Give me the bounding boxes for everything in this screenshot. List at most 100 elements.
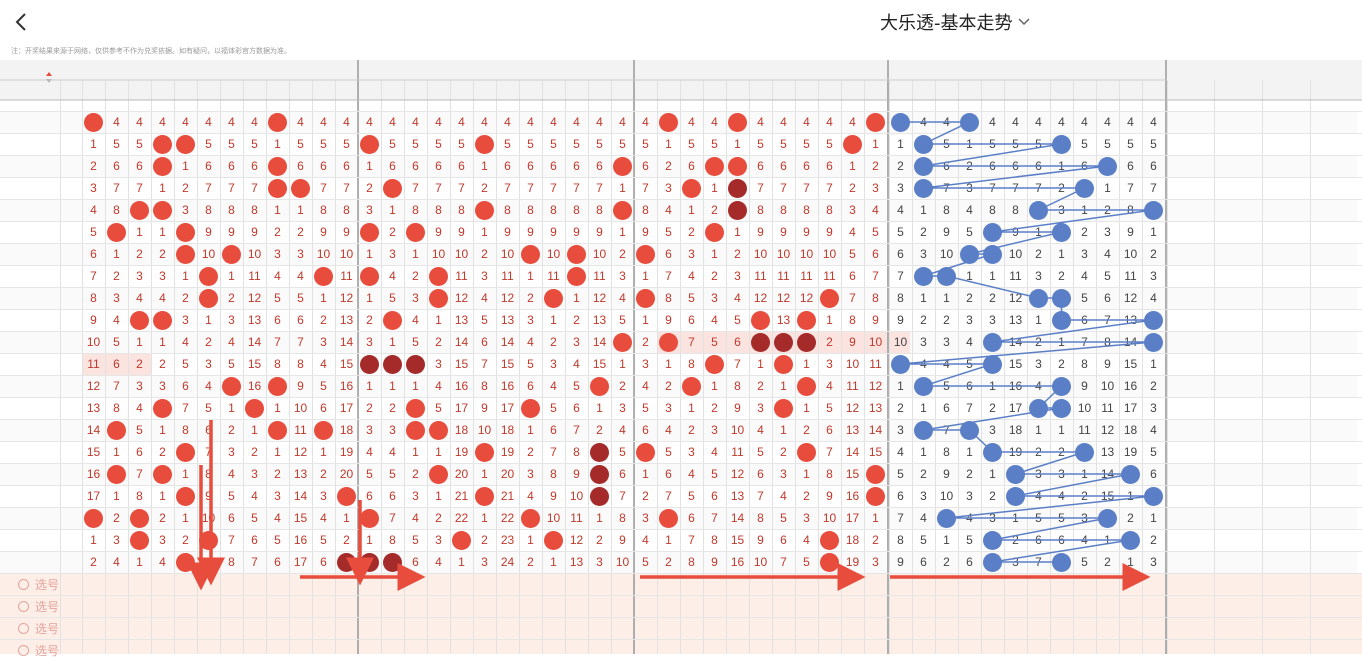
pick-front-number[interactable]	[151, 639, 174, 661]
pick-front-number[interactable]	[128, 639, 151, 661]
pick-front-number[interactable]	[611, 617, 634, 639]
pick-front-number[interactable]	[450, 595, 473, 617]
pick-back-number[interactable]	[1142, 617, 1165, 639]
pick-row-select[interactable]: 选号	[18, 573, 59, 595]
pick-front-number[interactable]	[680, 639, 703, 661]
pick-front-number[interactable]	[335, 573, 358, 595]
pick-front-number[interactable]	[703, 573, 726, 595]
pick-front-number[interactable]	[680, 595, 703, 617]
pick-front-number[interactable]	[588, 573, 611, 595]
chart-type-selector[interactable]: 大乐透-基本走势	[880, 10, 1031, 34]
pick-front-number[interactable]	[680, 573, 703, 595]
pick-front-number[interactable]	[105, 617, 128, 639]
pick-back-number[interactable]	[1096, 595, 1119, 617]
pick-back-number[interactable]	[981, 639, 1004, 661]
pick-front-number[interactable]	[519, 573, 542, 595]
pick-back-number[interactable]	[958, 617, 981, 639]
pick-front-number[interactable]	[312, 639, 335, 661]
pick-front-number[interactable]	[289, 573, 312, 595]
pick-front-number[interactable]	[818, 617, 841, 639]
pick-back-number[interactable]	[1004, 573, 1027, 595]
pick-front-number[interactable]	[726, 595, 749, 617]
pick-front-number[interactable]	[312, 573, 335, 595]
pick-front-number[interactable]	[496, 617, 519, 639]
pick-front-number[interactable]	[427, 573, 450, 595]
pick-front-number[interactable]	[335, 617, 358, 639]
pick-front-number[interactable]	[82, 573, 105, 595]
pick-front-number[interactable]	[105, 639, 128, 661]
pick-front-number[interactable]	[864, 595, 887, 617]
pick-front-number[interactable]	[611, 573, 634, 595]
pick-front-number[interactable]	[404, 595, 427, 617]
pick-front-number[interactable]	[220, 639, 243, 661]
pick-back-number[interactable]	[1096, 639, 1119, 661]
pick-front-number[interactable]	[841, 617, 864, 639]
pick-back-number[interactable]	[912, 595, 935, 617]
pick-front-number[interactable]	[818, 639, 841, 661]
pick-front-number[interactable]	[772, 595, 795, 617]
pick-back-number[interactable]	[1142, 595, 1165, 617]
pick-back-number[interactable]	[889, 639, 912, 661]
pick-front-number[interactable]	[473, 573, 496, 595]
pick-back-number[interactable]	[1050, 617, 1073, 639]
pick-front-number[interactable]	[795, 639, 818, 661]
pick-front-number[interactable]	[197, 639, 220, 661]
pick-back-number[interactable]	[1027, 595, 1050, 617]
pick-back-number[interactable]	[1050, 639, 1073, 661]
pick-front-number[interactable]	[358, 595, 381, 617]
pick-front-number[interactable]	[289, 639, 312, 661]
pick-front-number[interactable]	[749, 617, 772, 639]
pick-back-number[interactable]	[1142, 573, 1165, 595]
pick-front-number[interactable]	[611, 595, 634, 617]
radio-icon[interactable]	[18, 578, 29, 590]
pick-front-number[interactable]	[128, 573, 151, 595]
pick-back-number[interactable]	[889, 595, 912, 617]
pick-front-number[interactable]	[795, 617, 818, 639]
pick-back-number[interactable]	[1073, 573, 1096, 595]
pick-front-number[interactable]	[197, 573, 220, 595]
pick-front-number[interactable]	[82, 639, 105, 661]
pick-front-number[interactable]	[519, 617, 542, 639]
pick-back-number[interactable]	[935, 639, 958, 661]
pick-front-number[interactable]	[565, 617, 588, 639]
pick-front-number[interactable]	[473, 639, 496, 661]
pick-front-number[interactable]	[427, 617, 450, 639]
pick-front-number[interactable]	[381, 617, 404, 639]
pick-front-number[interactable]	[772, 617, 795, 639]
pick-row-select[interactable]: 选号	[18, 639, 59, 661]
column-header-issue[interactable]	[0, 60, 60, 100]
pick-back-number[interactable]	[958, 573, 981, 595]
pick-front-number[interactable]	[542, 595, 565, 617]
pick-back-number[interactable]	[1142, 639, 1165, 661]
pick-front-number[interactable]	[289, 595, 312, 617]
pick-row-select[interactable]: 选号	[18, 595, 59, 617]
pick-front-number[interactable]	[174, 573, 197, 595]
pick-back-number[interactable]	[935, 617, 958, 639]
pick-front-number[interactable]	[381, 573, 404, 595]
pick-front-number[interactable]	[841, 595, 864, 617]
pick-front-number[interactable]	[450, 639, 473, 661]
pick-front-number[interactable]	[841, 573, 864, 595]
pick-front-number[interactable]	[749, 573, 772, 595]
pick-back-number[interactable]	[889, 617, 912, 639]
pick-back-number[interactable]	[1050, 595, 1073, 617]
pick-front-number[interactable]	[657, 595, 680, 617]
pick-front-number[interactable]	[519, 639, 542, 661]
pick-front-number[interactable]	[703, 639, 726, 661]
pick-back-number[interactable]	[958, 595, 981, 617]
pick-back-number[interactable]	[912, 617, 935, 639]
pick-front-number[interactable]	[151, 573, 174, 595]
pick-front-number[interactable]	[473, 617, 496, 639]
pick-front-number[interactable]	[82, 617, 105, 639]
pick-back-number[interactable]	[935, 595, 958, 617]
pick-front-number[interactable]	[404, 617, 427, 639]
pick-back-number[interactable]	[1096, 617, 1119, 639]
pick-front-number[interactable]	[565, 573, 588, 595]
pick-back-number[interactable]	[1073, 595, 1096, 617]
pick-front-number[interactable]	[128, 595, 151, 617]
pick-front-number[interactable]	[220, 595, 243, 617]
pick-front-number[interactable]	[220, 573, 243, 595]
pick-front-number[interactable]	[818, 573, 841, 595]
pick-back-number[interactable]	[912, 573, 935, 595]
pick-back-number[interactable]	[1119, 617, 1142, 639]
